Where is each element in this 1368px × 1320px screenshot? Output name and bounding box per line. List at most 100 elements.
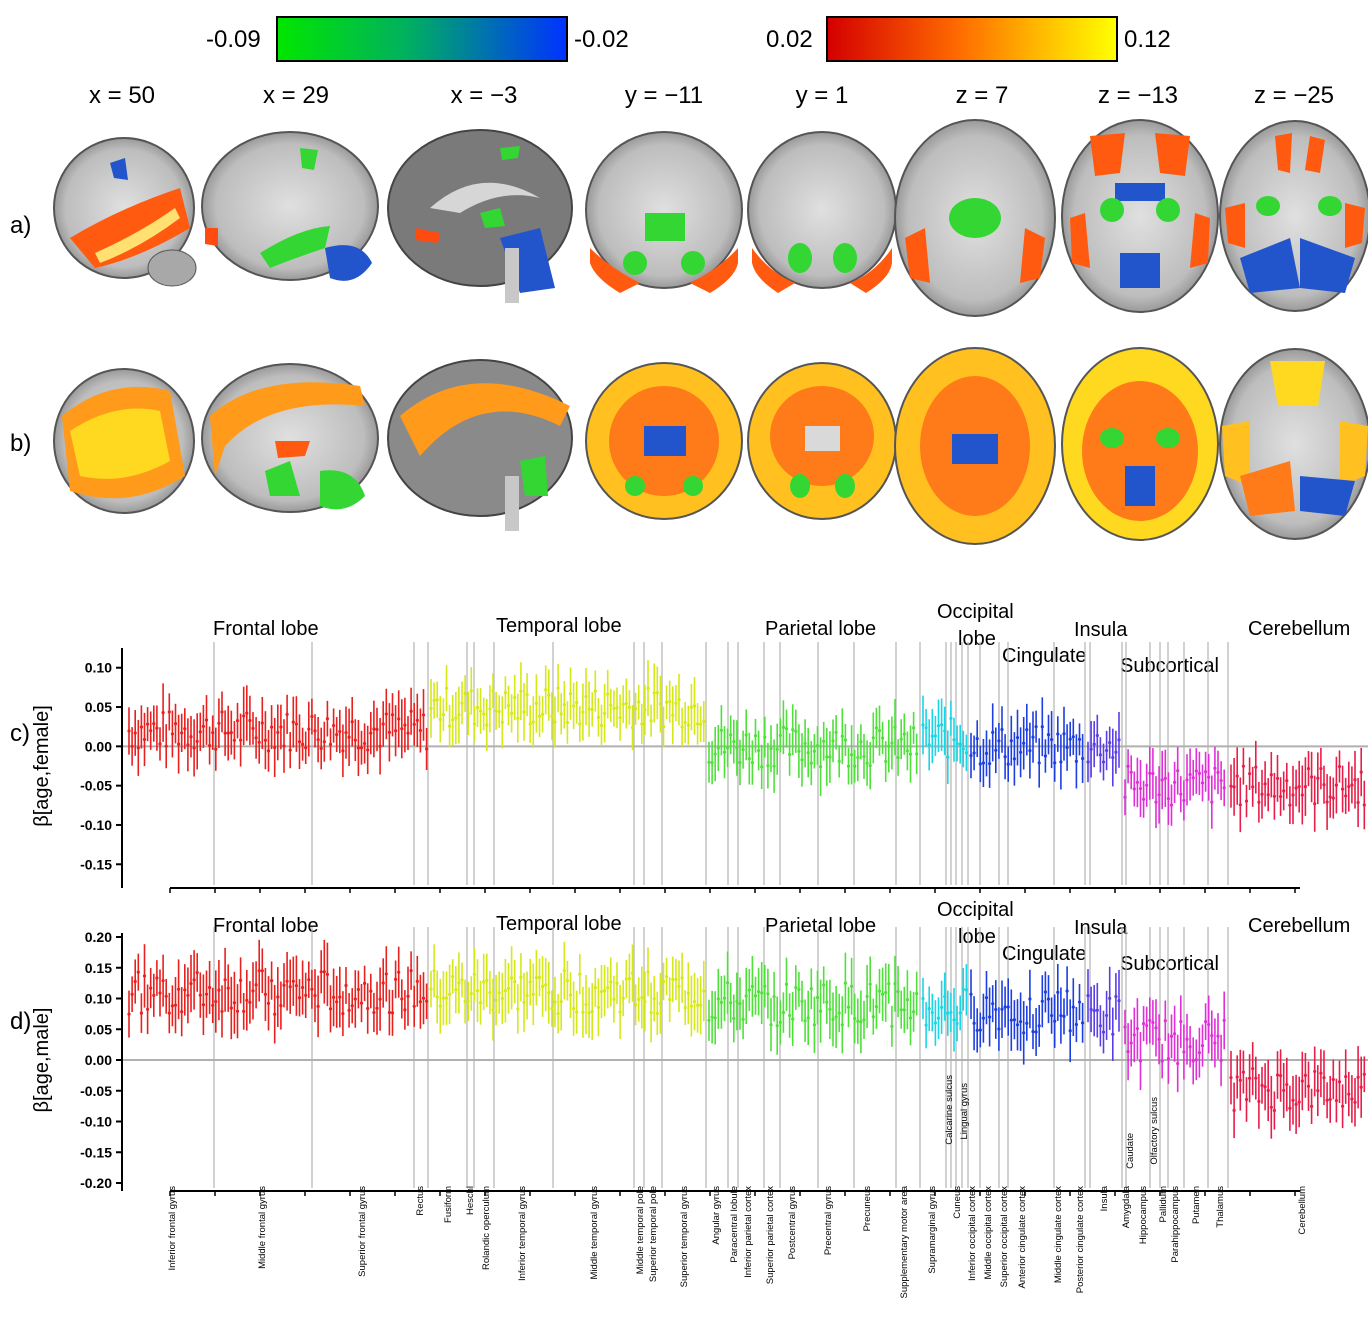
row-label-a: a) (10, 212, 32, 239)
point-estimate (1344, 1075, 1348, 1079)
point-estimate (403, 1008, 407, 1012)
point-estimate (1285, 779, 1289, 783)
point-estimate (615, 706, 619, 710)
point-estimate (1071, 735, 1075, 739)
point-estimate (936, 724, 941, 728)
point-estimate (316, 738, 320, 742)
point-estimate (609, 703, 613, 707)
point-estimate (1037, 1024, 1041, 1028)
point-estimate (1347, 785, 1351, 789)
point-estimate (710, 1015, 714, 1019)
y-tick-label: -0.05 (80, 778, 112, 794)
point-estimate (537, 714, 542, 718)
point-estimate (671, 977, 675, 982)
point-estimate (637, 997, 641, 1002)
lobe-bars-cerebellum (1229, 1042, 1366, 1139)
point-estimate (220, 1009, 224, 1014)
point-estimate (1031, 1030, 1035, 1034)
point-estimate (1132, 787, 1136, 791)
point-estimate (1095, 733, 1099, 738)
point-estimate (322, 740, 326, 744)
point-estimate (519, 689, 523, 693)
point-estimate (1194, 1058, 1198, 1062)
point-estimate (273, 745, 277, 750)
point-estimate (384, 972, 388, 976)
point-estimate (127, 1012, 131, 1016)
point-estimate (1081, 1021, 1085, 1025)
row-label-b: b) (10, 430, 32, 457)
point-estimate (418, 728, 422, 733)
point-estimate (924, 1023, 928, 1027)
point-estimate (943, 994, 947, 999)
point-estimate (874, 726, 879, 730)
point-estimate (652, 691, 656, 695)
point-estimate (822, 983, 826, 987)
point-estimate (618, 715, 622, 720)
point-estimate (142, 974, 147, 978)
point-estimate (448, 992, 452, 996)
point-estimate (692, 704, 697, 708)
region-label: Middle temporal gyrus (589, 1186, 600, 1280)
point-estimate (418, 1000, 422, 1004)
point-estimate (781, 725, 786, 729)
point-estimate (949, 716, 953, 720)
region-label: Insula (1099, 1185, 1110, 1211)
point-estimate (1306, 1084, 1311, 1088)
point-estimate (981, 761, 986, 765)
point-estimate (1117, 999, 1121, 1003)
point-estimate (722, 750, 727, 754)
point-estimate (881, 992, 885, 996)
point-estimate (729, 733, 733, 737)
point-estimate (738, 1001, 742, 1006)
slice-b-z-25 (1219, 348, 1368, 540)
point-estimate (890, 741, 894, 745)
point-estimate (1148, 771, 1152, 775)
point-estimate (1341, 787, 1345, 791)
y-tick-label: 0.10 (85, 660, 112, 676)
point-estimate (890, 1024, 894, 1028)
point-estimate (1219, 779, 1223, 783)
point-estimate (686, 723, 690, 727)
point-estimate (877, 989, 882, 993)
point-estimate (1325, 800, 1329, 804)
point-estimate (1126, 1050, 1130, 1054)
point-estimate (375, 1006, 379, 1010)
point-estimate (689, 705, 694, 709)
point-estimate (1213, 1041, 1217, 1045)
point-estimate (853, 1016, 857, 1021)
point-estimate (726, 746, 730, 750)
point-estimate (266, 749, 271, 753)
neg-colorbar-min-label: -0.09 (206, 26, 261, 53)
point-estimate (1238, 803, 1242, 807)
point-estimate (661, 725, 666, 729)
point-estimate (1015, 1023, 1020, 1027)
point-estimate (497, 709, 501, 714)
point-estimate (516, 1007, 520, 1011)
point-estimate (421, 713, 426, 717)
point-estimate (387, 1010, 391, 1015)
point-estimate (1040, 725, 1044, 729)
point-estimate (1319, 1071, 1323, 1075)
point-estimate (192, 978, 196, 982)
point-estimate (1279, 794, 1283, 799)
point-estimate (791, 728, 795, 732)
point-estimate (699, 722, 703, 726)
point-estimate (1251, 785, 1255, 789)
point-estimate (189, 735, 193, 739)
region-label: Hippocampus (1138, 1186, 1149, 1244)
point-estimate (732, 1016, 736, 1021)
point-estimate (263, 738, 267, 742)
point-estimate (223, 731, 227, 735)
point-estimate (843, 738, 848, 742)
point-estimate (1092, 742, 1096, 746)
region-label: Middle frontal gyrus (257, 1186, 268, 1269)
point-estimate (955, 1021, 959, 1026)
point-estimate (556, 1011, 560, 1016)
point-estimate (812, 1023, 817, 1027)
point-estimate (204, 718, 209, 722)
point-estimate (1185, 1037, 1189, 1041)
point-estimate (341, 1012, 345, 1016)
point-estimate (1185, 778, 1189, 782)
point-estimate (229, 731, 233, 735)
region-label: Middle cingulate cortex (1053, 1186, 1064, 1283)
